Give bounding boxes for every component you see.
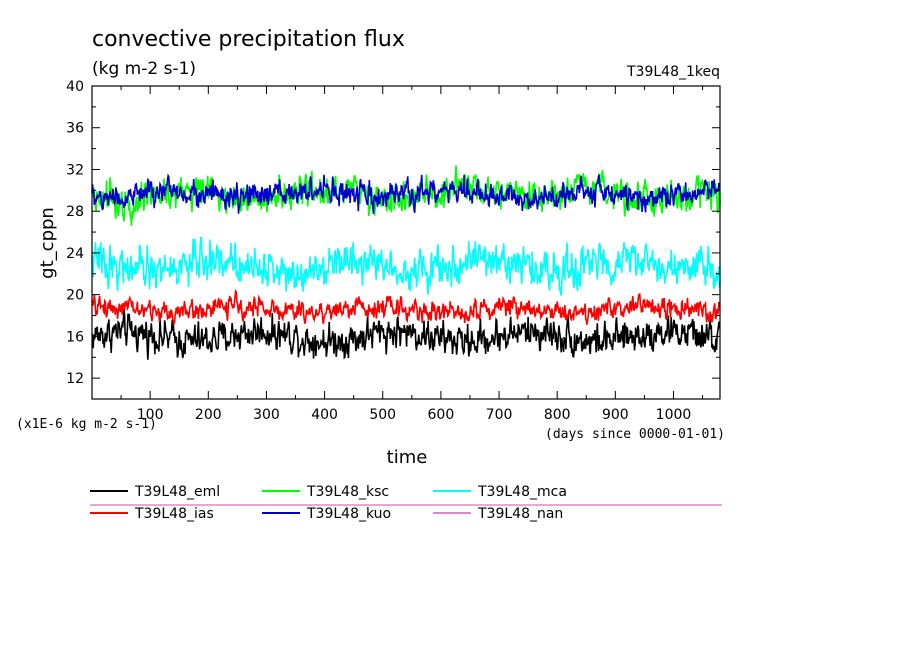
y-axis-label: gt_cppn (37, 207, 58, 279)
chart-subtitle: (kg m-2 s-1) (92, 59, 196, 79)
x-tick-label: 900 (602, 407, 629, 423)
x-tick-label: 100 (137, 407, 164, 423)
y-tick-label: 28 (66, 204, 84, 220)
series-layer (91, 165, 721, 360)
legend: T39L48_eml T39L48_ias T39L48_ksc T39L48_kuo… (90, 484, 722, 522)
y-tick-label: 36 (66, 121, 84, 137)
legend-label-T39L48_ksc: T39L48_ksc (306, 484, 389, 500)
legend-label-T39L48_mca: T39L48_mca (477, 484, 567, 500)
x-tick-label: 200 (195, 407, 222, 423)
x-tick-label: 700 (486, 407, 513, 423)
x-unit-note: (days since 0000-01-01) (545, 427, 725, 442)
y-tick-label: 32 (66, 162, 84, 178)
y-tick-label: 40 (66, 79, 84, 95)
legend-label-T39L48_kuo: T39L48_kuo (306, 506, 391, 522)
series-line-T39L48_mca (91, 236, 721, 296)
x-tick-label: 300 (253, 407, 280, 423)
legend-label-T39L48_ias: T39L48_ias (134, 506, 214, 522)
y-tick-label: 12 (66, 371, 84, 387)
legend-label-T39L48_eml: T39L48_eml (134, 484, 220, 500)
series-line-T39L48_eml (91, 309, 721, 360)
y-unit-note: (x1E-6 kg m-2 s-1) (16, 417, 157, 432)
x-tick-label: 400 (311, 407, 338, 423)
x-tick-label: 1000 (656, 407, 692, 423)
series-line-T39L48_kuo (91, 173, 721, 214)
x-tick-label: 500 (369, 407, 396, 423)
chart-title: convective precipitation flux (92, 27, 405, 52)
y-tick-label: 16 (66, 329, 84, 345)
tick-layer: 12 16 20 24 28 32 36 40 100 200 300 400 500 600 700 800… (66, 79, 720, 423)
series-line-T39L48_ias (91, 288, 721, 326)
x-tick-label: 600 (428, 407, 455, 423)
experiment-label: T39L48_1keq (626, 64, 720, 80)
y-tick-label: 20 (66, 288, 84, 304)
x-axis-label: time (387, 447, 428, 468)
plot-frame (91, 85, 721, 400)
y-tick-label: 24 (66, 246, 84, 262)
legend-label-T39L48_nan: T39L48_nan (477, 506, 563, 522)
x-tick-label: 800 (544, 407, 571, 423)
